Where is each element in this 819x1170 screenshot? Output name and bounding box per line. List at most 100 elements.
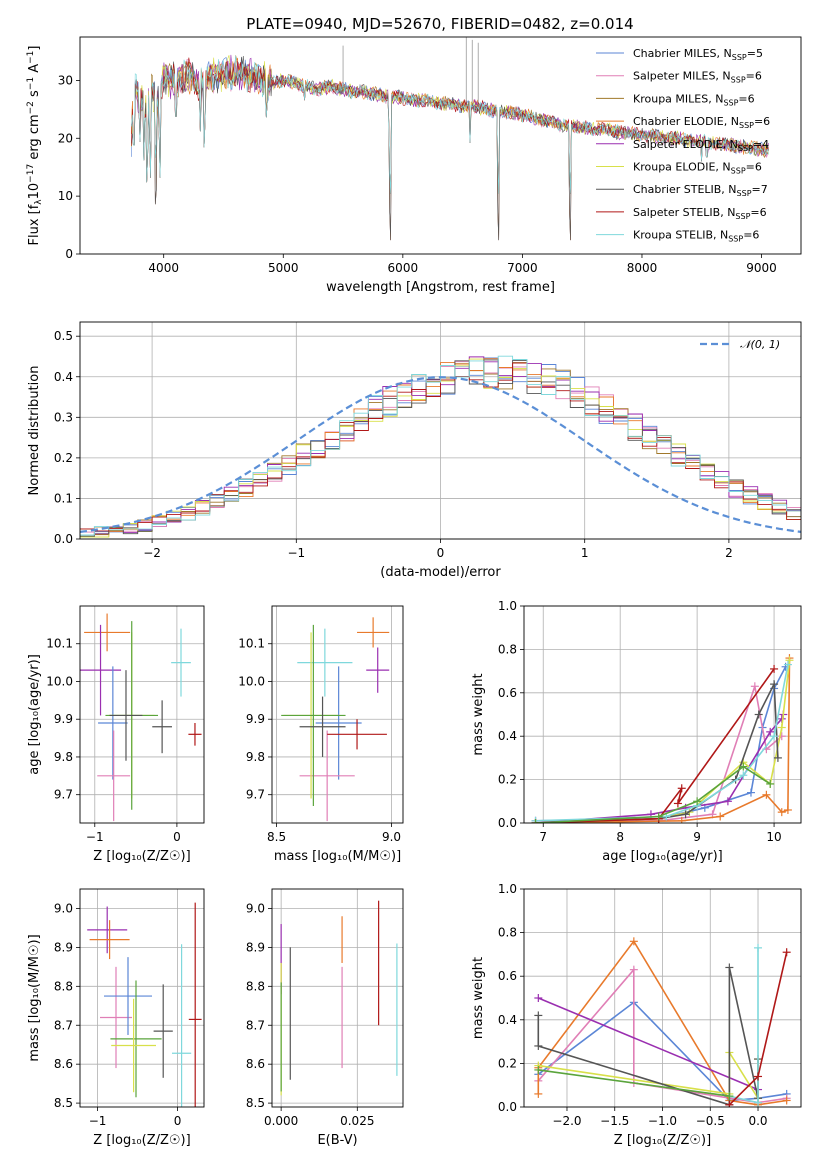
legend-entry-model: Chabrier STELIB, N xyxy=(633,183,737,196)
legend-entry-sub: SSP xyxy=(738,144,753,153)
weight-vs-age-ytick-label: 0.6 xyxy=(498,686,517,700)
axes-frame xyxy=(79,605,205,824)
age-vs-Z-ytick-label: 10.0 xyxy=(46,674,73,688)
residuals-ytick-label: 0.1 xyxy=(54,491,73,505)
mass-vs-ebv-xtick-label: 0.025 xyxy=(340,1114,374,1128)
mass-vs-Z-xlabel: Z [log₁₀(Z/Z☉)] xyxy=(93,1133,190,1148)
mass-vs-ebv-ytick-label: 9.0 xyxy=(246,901,265,915)
residuals-panel: −2 −1 0 1 2 0.0 0.1 0.2 0.3 0.4 0.5 (data-model)/er… xyxy=(27,321,802,580)
legend-entry-sub: SSP xyxy=(732,53,747,62)
weight-series-line xyxy=(535,668,775,823)
age-vs-mass-ytick-label: 9.9 xyxy=(246,712,265,726)
legend-normal-label: 𝒩(0, 1) xyxy=(740,338,780,351)
mass-vs-ebv-panel: 0.000 0.025 8.5 8.6 8.7 8.8 8.9 9.0 E(B-V) xyxy=(246,888,404,1148)
spectrum-ylabel-part: −1 xyxy=(26,51,36,64)
weight-vs-age-xtick-label: 7 xyxy=(539,830,547,844)
residuals-xlabel: (data-model)/error xyxy=(380,565,501,580)
weight-vs-Z-xtick-label: 0.0 xyxy=(748,1114,767,1128)
spectrum-series-line xyxy=(131,57,769,194)
spectrum-ylabel-part: erg cm xyxy=(27,114,42,163)
mass-vs-Z-ytick-label: 8.9 xyxy=(54,940,73,954)
legend-entry-suffix: =4 xyxy=(753,138,769,151)
age-vs-mass-xtick-label: 9.0 xyxy=(382,830,401,844)
weight-vs-age-ylabel: mass weight xyxy=(471,673,486,755)
spectrum-ylabel-part: λ xyxy=(34,199,44,205)
legend-entry-label: Chabrier STELIB, NSSP=7 xyxy=(633,183,768,198)
legend-entry-suffix: =6 xyxy=(750,206,766,219)
weight-vs-Z-ytick-label: 0.2 xyxy=(498,1056,517,1070)
mass-vs-Z-ylabel: mass [log₁₀(M/M☉)] xyxy=(27,934,42,1061)
legend-entry-suffix: =7 xyxy=(752,183,768,196)
mass-vs-ebv-ytick-label: 8.6 xyxy=(246,1057,265,1071)
spectrum-ylabel-part: ] xyxy=(27,46,42,51)
age-vs-mass-xtick-label: 8.5 xyxy=(267,830,286,844)
weight-series-line xyxy=(535,658,791,823)
spectrum-xtick-label: 9000 xyxy=(746,261,777,275)
spectrum-xlabel: wavelength [Angstrom, rest frame] xyxy=(326,280,555,295)
spectrum-plot-area xyxy=(131,37,769,241)
mass-vs-Z-ytick-label: 8.5 xyxy=(54,1096,73,1110)
weight-vs-age-xtick-label: 8 xyxy=(616,830,624,844)
mass-vs-ebv-ytick-label: 8.5 xyxy=(246,1096,265,1110)
mass-vs-Z-ytick-label: 8.6 xyxy=(54,1057,73,1071)
legend-entry-label: Kroupa MILES, NSSP=6 xyxy=(633,92,755,107)
legend-entry-model: Kroupa ELODIE, N xyxy=(633,161,731,174)
age-vs-Z-ytick-label: 10.1 xyxy=(46,637,73,651)
age-vs-Z-ytick-label: 9.7 xyxy=(54,788,73,802)
spectrum-ylabel-part: −1 xyxy=(26,77,36,90)
legend-entry-suffix: =6 xyxy=(746,70,762,83)
legend-entry-sub: SSP xyxy=(735,212,750,221)
legend-entry-model: Salpeter STELIB, N xyxy=(633,206,735,219)
spectrum-xtick-label: 5000 xyxy=(268,261,299,275)
spectrum-ytick-label: 0 xyxy=(65,247,73,261)
legend-entry-sub: SSP xyxy=(739,121,754,130)
axes-frame xyxy=(79,321,802,540)
weight-vs-age-xtick-label: 9 xyxy=(693,830,701,844)
age-vs-mass-xlabel: mass [log₁₀(M/M☉)] xyxy=(274,849,401,864)
mass-vs-Z-xtick-label: −1 xyxy=(89,1114,107,1128)
spectrum-xtick-label: 8000 xyxy=(627,261,658,275)
spectrum-ylabel-part: −17 xyxy=(26,164,36,183)
mass-vs-ebv-xlabel: E(B-V) xyxy=(317,1133,357,1148)
legend-entry-label: Salpeter STELIB, NSSP=6 xyxy=(633,206,767,221)
weight-vs-age-ytick-label: 1.0 xyxy=(498,599,517,613)
age-vs-mass-plot-area xyxy=(281,617,390,822)
weight-vs-Z-xlabel: Z [log₁₀(Z/Z☉)] xyxy=(614,1133,711,1148)
mass-vs-ebv-plot-area xyxy=(280,900,398,1096)
weight-vs-age-ytick-label: 0.4 xyxy=(498,729,517,743)
axes-frame xyxy=(79,36,802,255)
legend-entry-suffix: =6 xyxy=(746,161,762,174)
figure-title: PLATE=0940, MJD=52670, FIBERID=0482, z=0… xyxy=(246,15,633,33)
legend-entry-label: Chabrier ELODIE, NSSP=6 xyxy=(633,115,770,130)
axes-frame xyxy=(523,888,802,1108)
residual-histogram xyxy=(80,362,801,532)
residuals-ytick-label: 0.0 xyxy=(54,532,73,546)
mass-vs-ebv-xtick-label: 0.000 xyxy=(264,1114,298,1128)
mass-vs-Z-xtick-label: 0 xyxy=(174,1114,182,1128)
age-vs-mass-ytick-label: 9.7 xyxy=(246,788,265,802)
weight-vs-age-plot-area xyxy=(531,654,794,823)
legend-entry-label: Kroupa STELIB, NSSP=6 xyxy=(633,229,759,244)
weight-vs-age-ytick-label: 0.8 xyxy=(498,642,517,656)
spectrum-series-line xyxy=(131,57,769,241)
residuals-ytick-label: 0.4 xyxy=(54,370,73,384)
residuals-xtick-label: 2 xyxy=(725,546,733,560)
residuals-ylabel: Normed distribution xyxy=(27,366,42,496)
spectrum-ytick-label: 30 xyxy=(58,73,73,87)
legend-entry-suffix: =6 xyxy=(754,115,770,128)
mass-vs-Z-panel: −1 0 8.5 8.6 8.7 8.8 8.9 9.0 Z [log₁₀(Z/Z☉)] mass… xyxy=(27,888,205,1148)
weight-vs-Z-ytick-label: 0.0 xyxy=(498,1100,517,1114)
legend-entry-model: Salpeter ELODIE, N xyxy=(633,138,738,151)
legend-entry-sub: SSP xyxy=(728,235,743,244)
age-vs-mass-ytick-label: 10.0 xyxy=(238,674,265,688)
weight-vs-Z-plot-area xyxy=(534,937,791,1107)
weight-vs-age-ytick-label: 0.0 xyxy=(498,816,517,830)
residuals-xtick-label: 1 xyxy=(581,546,589,560)
spectrum-ytick-label: 10 xyxy=(58,189,73,203)
axes-frame xyxy=(271,605,404,824)
spectrum-ylabel-part: 10 xyxy=(27,183,42,200)
legend-entry-sub: SSP xyxy=(731,167,746,176)
spectrum-ylabel: Flux [fλ10−17 erg cm−2 s−1 A−1] xyxy=(26,46,44,246)
legend-entry-label: Chabrier MILES, NSSP=5 xyxy=(633,47,763,62)
legend-entry-model: Salpeter MILES, N xyxy=(633,70,731,83)
